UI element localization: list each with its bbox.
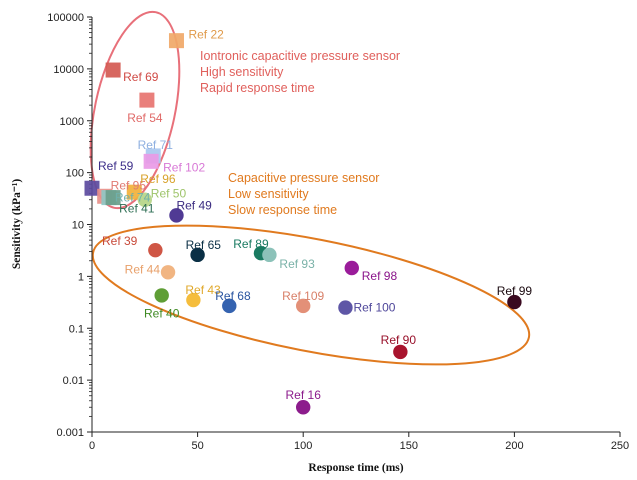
label-ref-39: Ref 39	[102, 234, 138, 248]
point-ref-44	[160, 265, 176, 280]
point-ref-98	[344, 260, 359, 276]
x-tick-label-0: 0	[89, 440, 95, 452]
y-tick-label-10000: 10000	[53, 64, 84, 76]
point-ref-50	[137, 192, 152, 207]
point-ref-102	[143, 153, 159, 169]
y-tick-label-0.01: 0.01	[63, 375, 84, 387]
label-ref-99: Ref 99	[497, 284, 533, 298]
label-ref-89: Ref 89	[233, 237, 269, 251]
point-ref-99	[507, 294, 522, 310]
label-ref-96: Ref 96	[140, 172, 176, 186]
annotation-iontronic-line-3: Rapid response time	[200, 81, 315, 95]
label-ref-22: Ref 22	[188, 28, 224, 42]
group-ellipses	[89, 10, 531, 366]
label-ref-44: Ref 44	[125, 262, 161, 276]
label-ref-102: Ref 102	[163, 160, 205, 174]
y-tick-label-1: 1	[78, 271, 84, 283]
y-axis-title: Sensitivity (kPa⁻¹)	[11, 179, 23, 270]
point-ref-43	[186, 292, 201, 308]
point-ref-39	[148, 242, 163, 258]
label-ref-90: Ref 90	[381, 333, 417, 347]
annotation-iontronic: Iontronic capacitive pressure sensor Hig…	[200, 49, 400, 95]
label-ref-65: Ref 65	[186, 238, 222, 252]
x-axis-title: Response time (ms)	[308, 462, 403, 474]
point-ref-69	[105, 62, 121, 78]
capacitive-group-ellipse	[91, 224, 531, 366]
y-tick-label-0.1: 0.1	[69, 323, 84, 335]
label-ref-109: Ref 109	[282, 289, 324, 303]
point-labels: Ref 22 Ref 69 Ref 54 Ref 71 Ref 102 Ref 59 Ref…	[98, 28, 532, 403]
iontronic-group-ellipse	[89, 10, 181, 210]
label-ref-16: Ref 16	[286, 388, 322, 402]
label-ref-40: Ref 40	[144, 306, 180, 320]
label-ref-50: Ref 50	[151, 187, 187, 201]
point-ref-100	[338, 300, 353, 315]
annotation-capacitive-line-2: Low sensitivity	[228, 187, 309, 201]
label-ref-93: Ref 93	[279, 257, 315, 271]
label-ref-98: Ref 98	[362, 269, 398, 283]
label-ref-43: Ref 43	[185, 283, 221, 297]
y-ticks: 0.001 0.01 0.1 1 10 100 1000 10000 100000	[47, 12, 92, 439]
data-points	[84, 33, 522, 415]
point-ref-54	[139, 92, 155, 108]
x-ticks: 0 50 100 150 200 250	[89, 432, 629, 452]
point-ref-49	[169, 208, 184, 223]
annotation-iontronic-line-1: Iontronic capacitive pressure sensor	[200, 49, 400, 63]
x-tick-label-250: 250	[611, 440, 629, 452]
label-ref-71: Ref 71	[138, 138, 174, 152]
y-tick-label-10: 10	[72, 220, 84, 232]
annotation-capacitive-line-1: Capacitive pressure sensor	[228, 171, 379, 185]
x-tick-label-200: 200	[505, 440, 523, 452]
point-ref-96	[126, 184, 142, 200]
x-tick-label-100: 100	[294, 440, 312, 452]
x-tick-label-150: 150	[400, 440, 418, 452]
point-ref-59	[84, 180, 100, 196]
label-ref-100: Ref 100	[353, 301, 395, 315]
annotation-capacitive-line-3: Slow response time	[228, 203, 337, 217]
point-ref-22	[168, 33, 184, 49]
x-tick-label-50: 50	[191, 440, 203, 452]
annotation-iontronic-line-2: High sensitivity	[200, 65, 284, 79]
label-ref-54: Ref 54	[127, 111, 163, 125]
label-ref-49: Ref 49	[176, 198, 212, 212]
annotation-capacitive: Capacitive pressure sensor Low sensitivi…	[228, 171, 379, 217]
label-ref-74: Ref 74	[115, 191, 151, 205]
y-tick-label-100: 100	[66, 168, 84, 180]
point-ref-93	[262, 247, 277, 263]
y-tick-label-0.001: 0.001	[56, 427, 84, 439]
y-tick-label-100000: 100000	[47, 12, 84, 24]
label-ref-59: Ref 59	[98, 159, 134, 173]
point-ref-90	[393, 344, 408, 360]
axes	[91, 17, 620, 433]
point-ref-68	[222, 298, 237, 314]
label-ref-68: Ref 68	[215, 289, 251, 303]
point-ref-16	[296, 400, 311, 415]
point-ref-41	[105, 190, 121, 206]
point-ref-109	[296, 298, 311, 314]
label-ref-95: Ref 95	[111, 178, 147, 192]
label-ref-41: Ref 41	[119, 202, 155, 216]
point-ref-40	[154, 288, 169, 303]
y-tick-label-1000: 1000	[60, 116, 84, 128]
label-ref-69: Ref 69	[123, 70, 159, 84]
point-ref-65	[190, 247, 205, 263]
